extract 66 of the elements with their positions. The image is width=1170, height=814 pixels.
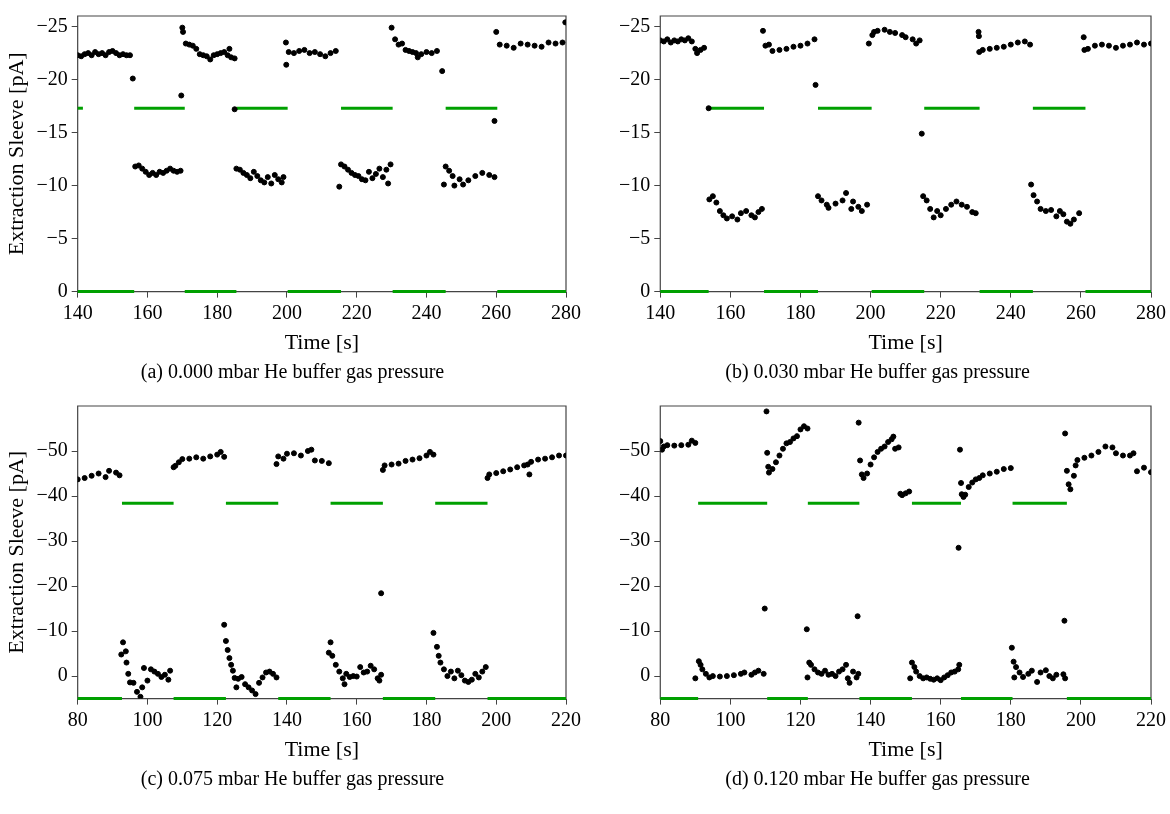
y-tick-label: −30 [619, 528, 651, 551]
x-tick-label: 80 [67, 707, 88, 730]
x-tick-label: 200 [855, 300, 886, 323]
x-tick-label: 180 [202, 300, 233, 323]
x-tick-label: 180 [411, 707, 442, 730]
x-tick-label: 220 [1136, 707, 1166, 730]
x-tick-label: 140 [62, 300, 93, 323]
x-tick-label: 220 [341, 300, 372, 323]
x-tick-label: 280 [1136, 300, 1166, 323]
y-tick-label: −25 [619, 13, 651, 36]
text: (c) 0.075 mbar He buffer gas pressure [139, 767, 446, 792]
y-tick-label: −20 [36, 66, 68, 89]
x-tick-label: 220 [551, 707, 581, 730]
y-tick-label: −10 [619, 172, 651, 195]
y-tick-label: −50 [36, 438, 68, 461]
x-tick-label: 160 [925, 707, 956, 730]
y-tick-label: −15 [619, 119, 651, 142]
y-axis-title: Extraction Sleeve [pA] [2, 52, 28, 256]
x-axis-title: Time [s] [284, 328, 360, 354]
y-tick-label: −5 [46, 225, 68, 248]
x-axis-title: Time [s] [868, 328, 943, 354]
x-tick-label: 100 [132, 707, 163, 730]
x-tick-label: 240 [411, 300, 442, 323]
x-tick-label: 140 [855, 707, 886, 730]
x-tick-label: 120 [785, 707, 816, 730]
y-tick-label: −10 [619, 618, 651, 641]
y-tick-label: −30 [36, 528, 68, 551]
y-tick-label: −10 [36, 172, 68, 195]
text: (b) 0.030 mbar He buffer gas pressure [724, 360, 1031, 385]
x-tick-label: 100 [715, 707, 746, 730]
y-tick-label: −10 [36, 618, 68, 641]
y-axis-title: Extraction Sleeve [pA] [2, 450, 28, 654]
x-tick-label: 200 [481, 707, 512, 730]
x-tick-label: 180 [995, 707, 1026, 730]
x-axis-title: Time [s] [284, 735, 360, 761]
y-tick-label: −25 [36, 13, 68, 36]
y-tick-label: −15 [36, 119, 68, 142]
x-tick-label: 160 [715, 300, 746, 323]
x-tick-label: 200 [271, 300, 302, 323]
x-tick-label: 80 [650, 707, 671, 730]
x-axis-title: Time [s] [868, 735, 943, 761]
text: (d) 0.120 mbar He buffer gas pressure [724, 767, 1031, 792]
y-tick-label: −5 [629, 225, 651, 248]
x-tick-label: 240 [995, 300, 1026, 323]
text: (a) 0.000 mbar He buffer gas pressure [139, 360, 446, 385]
y-tick-label: −40 [619, 483, 651, 506]
y-tick-label: −40 [36, 483, 68, 506]
y-tick-label: 0 [640, 278, 651, 301]
x-tick-label: 220 [925, 300, 956, 323]
x-tick-label: 200 [1065, 707, 1096, 730]
y-tick-label: 0 [57, 663, 68, 686]
x-tick-label: 140 [271, 707, 302, 730]
y-tick-label: 0 [640, 663, 651, 686]
x-tick-label: 180 [785, 300, 816, 323]
x-tick-label: 260 [481, 300, 512, 323]
x-tick-label: 120 [202, 707, 233, 730]
y-tick-label: −50 [619, 438, 651, 461]
y-tick-label: 0 [57, 278, 68, 301]
y-tick-label: −20 [619, 66, 651, 89]
x-tick-label: 260 [1065, 300, 1096, 323]
y-tick-label: −20 [619, 573, 651, 596]
x-tick-label: 160 [132, 300, 163, 323]
x-tick-label: 280 [551, 300, 581, 323]
x-tick-label: 160 [341, 707, 372, 730]
x-tick-label: 140 [645, 300, 676, 323]
y-tick-label: −20 [36, 573, 68, 596]
